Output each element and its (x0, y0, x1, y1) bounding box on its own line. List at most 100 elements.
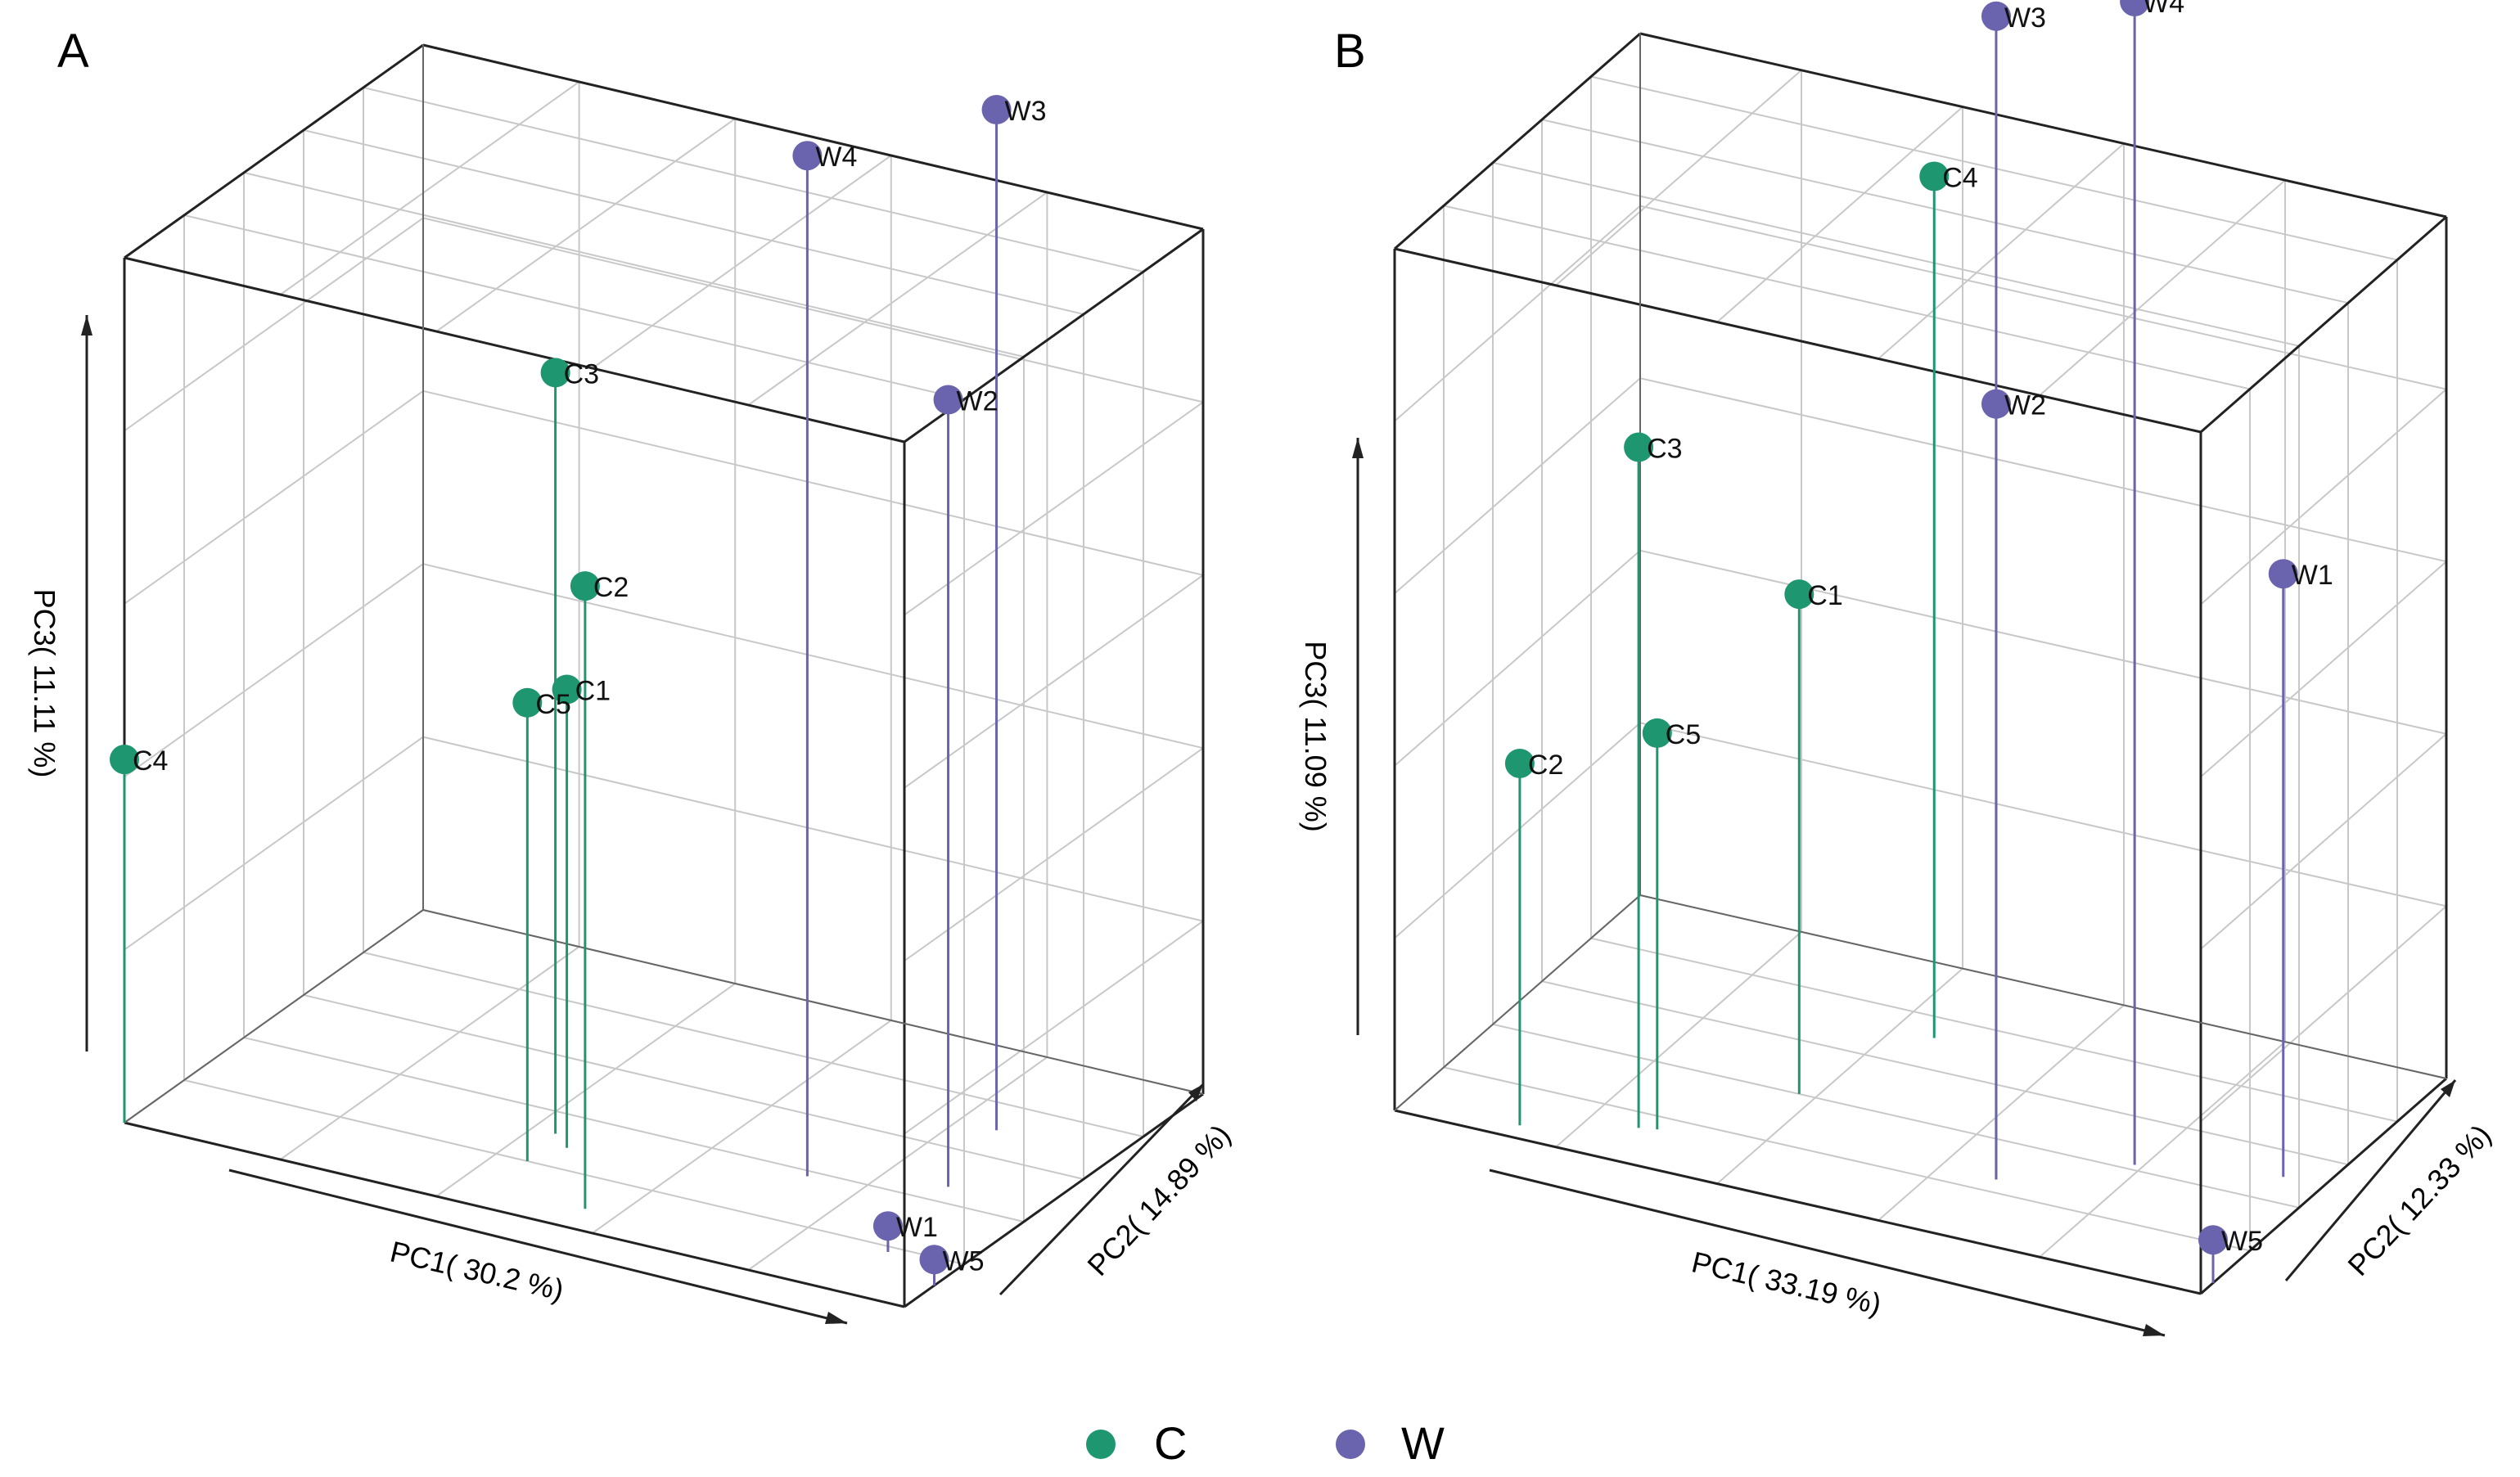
panel-a-point-w5 (919, 1245, 949, 1275)
panel-a-point-c3 (540, 358, 570, 388)
panel-a-y-axis-arrow (999, 1083, 1205, 1296)
panel-b-top-grid-line (1443, 205, 2251, 390)
panel-b-side-grid-line (2200, 905, 2447, 1123)
panel-b-point-label-w3: W3 (2004, 2, 2046, 34)
panel-b-top-grid-line (1590, 75, 2398, 261)
panel-a-floor-grid-line (183, 1079, 965, 1265)
panel-a-z-label: PC3( 11.11 %) (28, 589, 61, 778)
panel-b-y-label: PC2( 12.33 %) (2341, 1118, 2497, 1282)
panel-a-side-grid-line (124, 390, 424, 605)
panel-b-point-label-w4: W4 (2143, 0, 2184, 19)
panel-a-side-grid-line (904, 401, 1204, 616)
panel-a-side-grid-line (124, 217, 424, 432)
panel-a-point-label-c5: C5 (535, 689, 570, 720)
panel-b-floor-grid-line (1555, 931, 1802, 1148)
panel-b-top-grid-line (1492, 161, 2300, 347)
panel-b-back-grid-line (1639, 722, 2447, 907)
panel-a-top-grid-line (183, 214, 965, 400)
legend-label-w: W (1401, 1417, 1445, 1469)
legend-marker-w (1336, 1430, 1365, 1459)
panel-b-x-arrowhead (2143, 1324, 2165, 1336)
panel-a-point-label-w4: W4 (815, 142, 857, 173)
panel-b-side-grid-line (2200, 733, 2447, 950)
panel-b-point-c4 (1919, 161, 1950, 191)
panel-b-point-c2 (1504, 748, 1535, 778)
panel-a-y-arrowhead (1188, 1084, 1203, 1101)
panel-b-floor-grid-line (2039, 1041, 2286, 1258)
panel-b-point-label-c3: C3 (1647, 434, 1682, 465)
panel-b-point-c5 (1642, 718, 1672, 748)
panel-b-top-grid-line (1555, 70, 1802, 286)
panel-b: B C1 C2 C3 C4 C5 W1 W2 W3 W4 W5 PC1( 33.19 %) PC2… (1299, 0, 2497, 1337)
panel-a-x-label: PC1( 30.2 %) (387, 1235, 567, 1308)
panel-a-back-grid-line (422, 390, 1204, 576)
panel-b-top-grid-line (2039, 179, 2286, 396)
panel-b-point-label-w1: W1 (2292, 560, 2333, 591)
panel-b-side-grid-line (1394, 205, 1641, 422)
panel-a-grid (124, 44, 1204, 1308)
panel-b-floor-grid-line (1878, 1004, 2125, 1222)
panel-a-point-w3 (981, 94, 1012, 124)
panel-a-box-edge (422, 43, 1204, 231)
panel-a: A C1 C2 C3 C4 C5 W1 W2 W3 W4 W5 PC1( 30.2 %) PC2(… (28, 25, 1237, 1325)
panel-b-points: C1 C2 C3 C4 C5 W1 W2 W3 W4 W5 (1504, 0, 2333, 1283)
panel-a-side-grid-line (124, 563, 424, 778)
panel-a-point-c5 (512, 687, 543, 718)
panel-a-floor-grid-line (243, 1037, 1025, 1223)
panel-a-floor-grid-line (303, 994, 1084, 1180)
panel-a-box-edge (904, 1092, 1204, 1308)
panel-a-letter: A (57, 25, 89, 78)
panel-a-x-arrowhead (825, 1312, 847, 1324)
panel-b-z-arrowhead (1352, 438, 1364, 458)
panel-b-point-w5 (2198, 1225, 2228, 1255)
panel-b-letter: B (1334, 25, 1366, 78)
panel-a-top-grid-line (303, 129, 1084, 315)
panel-a-point-label-w3: W3 (1005, 96, 1047, 127)
panel-b-floor-grid-line (1443, 1066, 2251, 1252)
panel-a-point-label-w5: W5 (943, 1245, 985, 1277)
panel-a-floor-grid-line (280, 946, 580, 1160)
panel-b-floor-grid-line (1492, 1023, 2300, 1209)
panel-a-back-grid-line (422, 563, 1204, 750)
panel-b-point-w2 (1981, 389, 2011, 419)
panel-b-x-axis-arrow (1489, 1169, 2166, 1337)
panel-b-box-edge (1394, 32, 1641, 250)
panel-b-point-label-c4: C4 (1942, 162, 1977, 193)
panel-b-box-edge (1394, 894, 1641, 1111)
panel-b-side-grid-line (2200, 561, 2447, 777)
panel-b-back-grid-line (1639, 549, 2447, 735)
panel-a-back-grid-line (422, 736, 1204, 922)
legend-marker-c (1086, 1430, 1116, 1459)
panel-b-point-w3 (1981, 1, 2011, 31)
panel-b-point-label-c5: C5 (1666, 719, 1701, 750)
panel-a-box-edge (124, 43, 424, 259)
panel-b-floor-grid-line (1590, 937, 2398, 1123)
panel-a-box-edge (422, 909, 1204, 1095)
panel-b-side-grid-line (2200, 388, 2447, 606)
panel-a-frame (123, 43, 1205, 1308)
panel-a-side-grid-line (904, 920, 1204, 1135)
panel-a-point-c4 (110, 745, 139, 775)
panel-b-side-grid-line (1394, 550, 1641, 767)
panel-a-side-grid-line (124, 736, 424, 951)
panel-a-floor-grid-line (363, 952, 1144, 1137)
panel-a-point-label-w1: W1 (896, 1212, 938, 1243)
panel-b-point-label-w2: W2 (2004, 390, 2046, 421)
panel-a-floor-grid-line (592, 1020, 892, 1234)
panel-a-top-grid-line (243, 172, 1025, 358)
panel-a-box-edge (124, 256, 905, 444)
panel-a-point-w1 (872, 1211, 903, 1241)
panel-a-side-grid-line (904, 747, 1204, 962)
panel-a-point-w2 (933, 385, 963, 415)
panel-a-back-grid-line (422, 217, 1204, 403)
panel-a-point-w4 (792, 141, 823, 171)
panel-b-side-grid-line (1394, 377, 1641, 594)
panel-b-box-edge (2200, 1077, 2447, 1295)
panel-b-point-label-w5: W5 (2221, 1226, 2263, 1257)
panel-a-top-grid-line (280, 81, 580, 295)
panel-a-side-grid-line (904, 574, 1204, 789)
panel-b-box-edge (1639, 32, 2447, 218)
panel-b-point-label-c2: C2 (1528, 750, 1563, 781)
panel-b-top-grid-line (1878, 142, 2125, 360)
